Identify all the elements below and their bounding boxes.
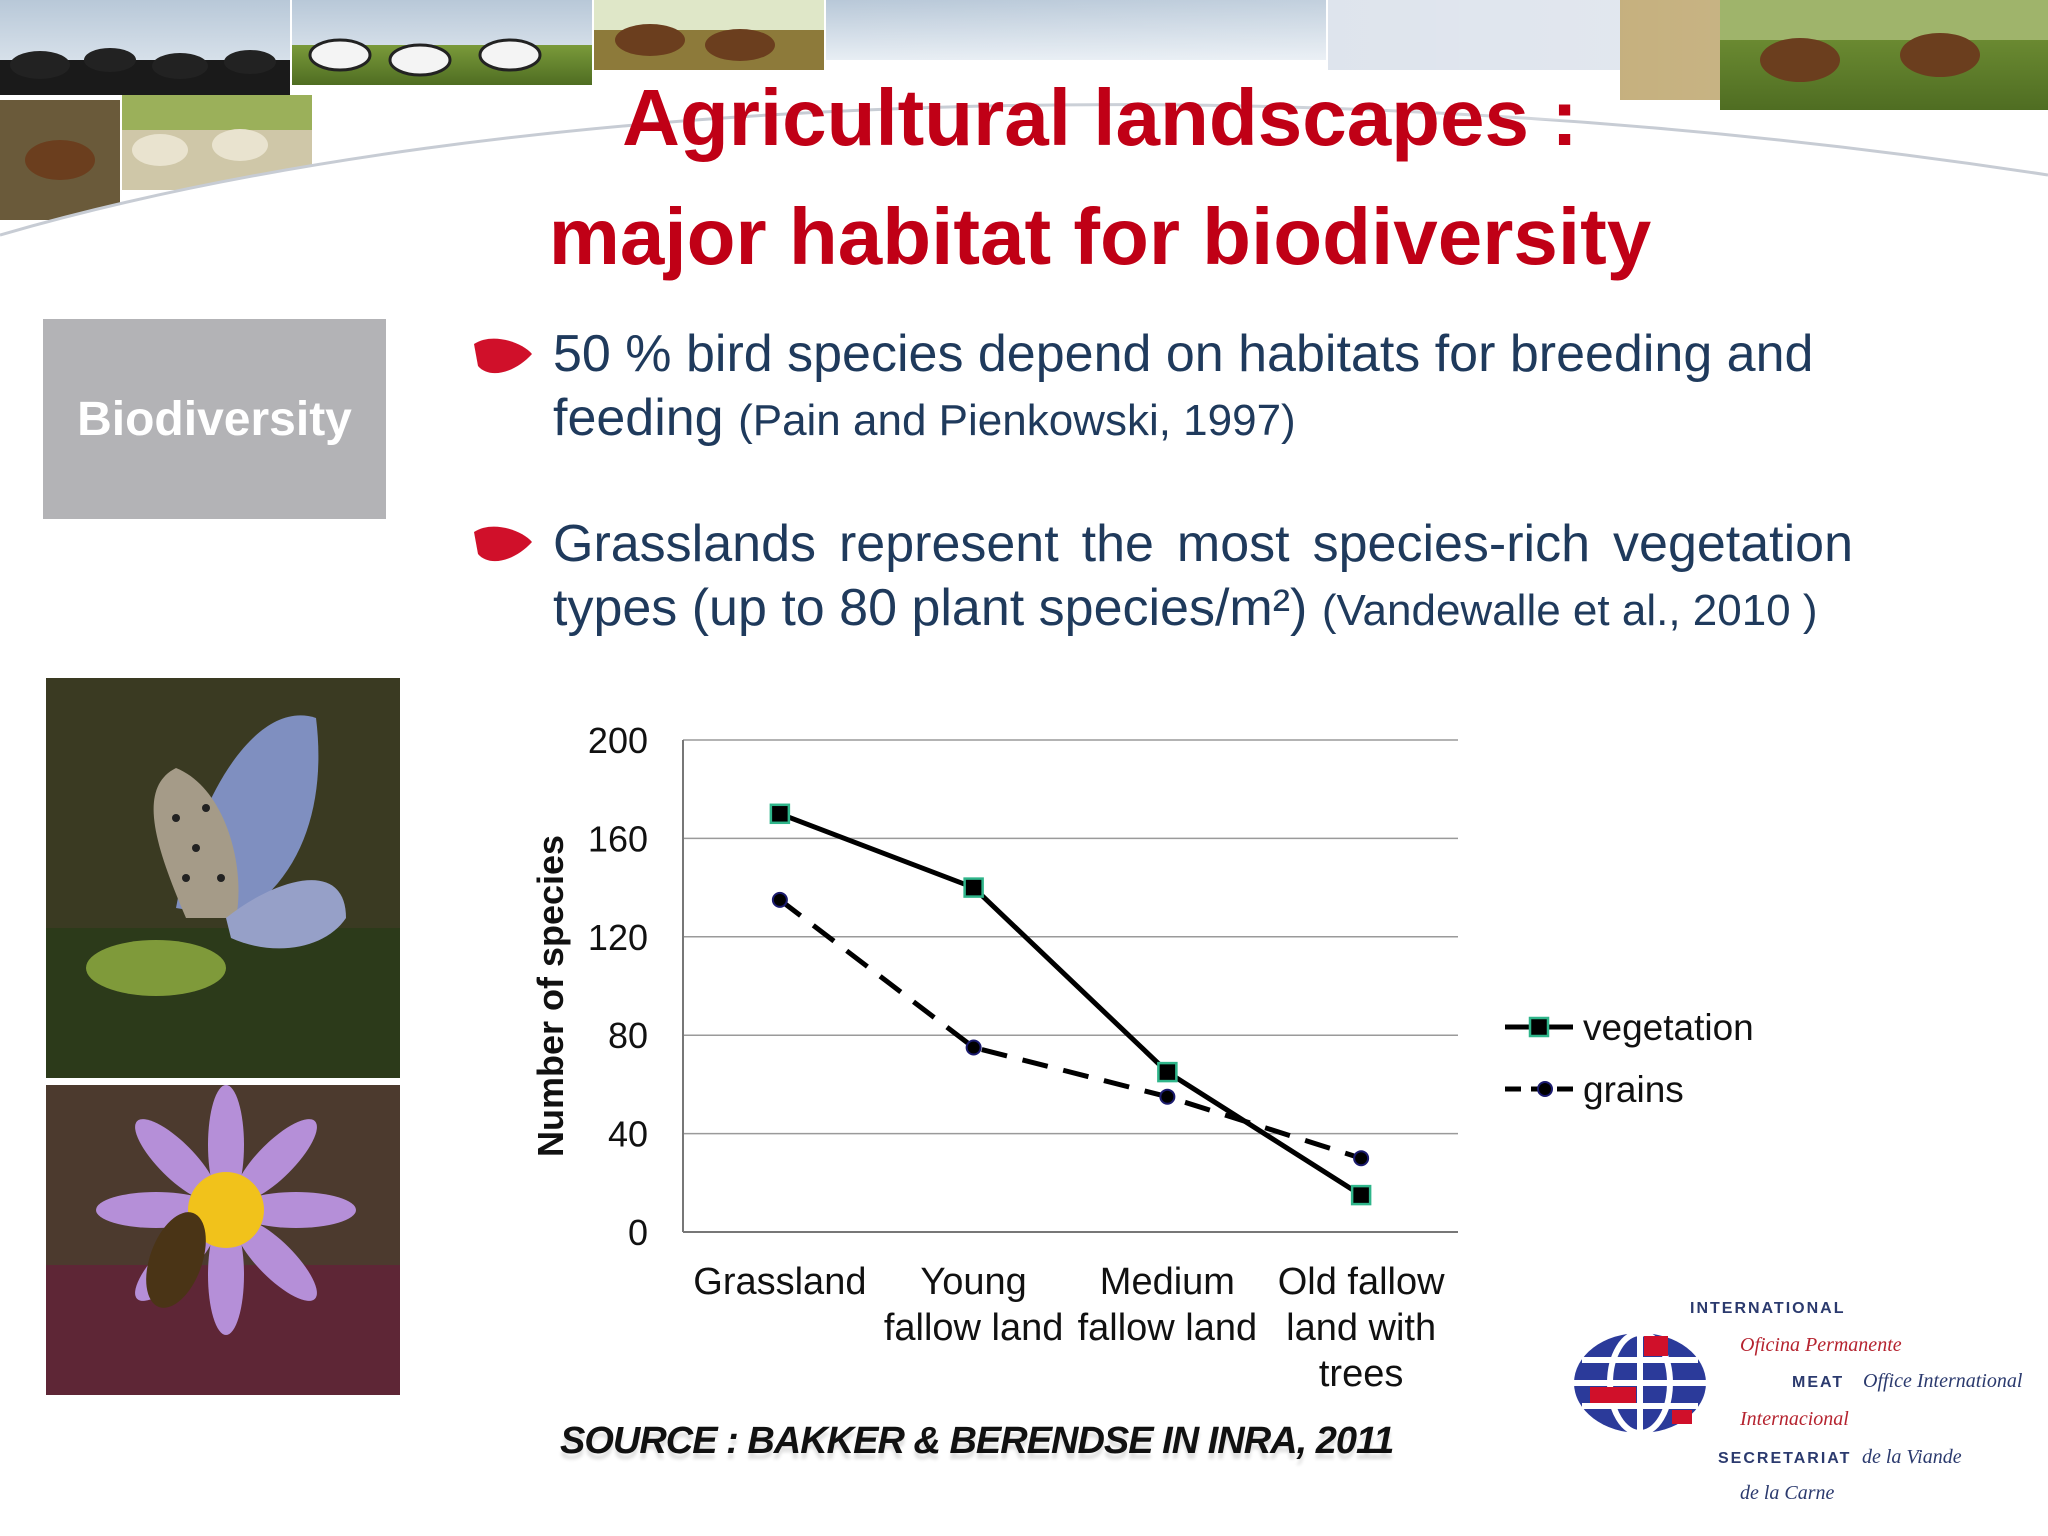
butterfly-photo <box>46 678 400 1078</box>
logo-line-4: Internacional <box>1740 1408 1849 1430</box>
y-tick-label-160: 160 <box>588 818 648 859</box>
legend-marker-vegetation <box>1528 1016 1550 1038</box>
point-vegetation-0 <box>769 803 791 825</box>
x-tick-label-3: Old fallow land with trees <box>1278 1261 1445 1395</box>
point-grains-0 <box>771 891 788 908</box>
logo-line-3a: MEAT <box>1792 1374 1845 1391</box>
logo-line-6: de la Carne <box>1740 1482 1835 1504</box>
logo-line-1: INTERNATIONAL <box>1690 1300 1846 1317</box>
logo-line-5b: de la Viande <box>1862 1446 1962 1468</box>
bullet-1-citation: (Pain and Pienkowski, 1997) <box>738 396 1296 445</box>
legend-label-vegetation: vegetation <box>1583 1007 1754 1048</box>
bullet-2-citation: (Vandewalle et al., 2010 ) <box>1321 586 1818 635</box>
y-tick-label-40: 40 <box>608 1114 648 1155</box>
legend-marker-grains <box>1537 1081 1553 1097</box>
logo-line-2: Oficina Permanente <box>1740 1334 1902 1356</box>
point-vegetation-1 <box>963 877 984 898</box>
y-tick-label-120: 120 <box>588 917 648 958</box>
point-vegetation-3 <box>1350 1184 1372 1206</box>
y-axis-label: Number of species <box>530 835 571 1157</box>
x-tick-label-1: Young fallow land <box>884 1261 1064 1349</box>
bullet-1-text: 50 % bird species depend on habitats for… <box>553 325 1814 447</box>
point-grains-1 <box>965 1039 982 1056</box>
ims-logo: INTERNATIONAL Oficina Permanente MEAT Of… <box>1560 1290 2040 1530</box>
point-vegetation-2 <box>1157 1061 1178 1083</box>
logo-line-3b: Office International <box>1863 1370 2023 1392</box>
point-grains-3 <box>1353 1150 1370 1167</box>
bullet-1: 50 % bird species depend on habitats for… <box>553 322 1853 453</box>
x-tick-label-2: Medium fallow land <box>1078 1261 1258 1349</box>
point-grains-2 <box>1159 1088 1176 1105</box>
y-tick-label-200: 200 <box>588 720 648 761</box>
source-note: SOURCE : BAKKER & BERENDSE IN INRA, 2011 <box>560 1420 1394 1462</box>
globe-icon <box>1574 1330 1706 1436</box>
y-tick-label-80: 80 <box>608 1015 648 1056</box>
series-line-grains <box>778 897 1362 1161</box>
flower-photo <box>46 1085 400 1395</box>
slide-title-line-2: major habitat for biodiversity <box>548 192 1652 281</box>
series-line-vegetation <box>778 811 1363 1198</box>
bullet-1-icon <box>474 338 532 374</box>
slide-title-line-1: Agricultural landscapes : <box>622 73 1578 162</box>
photo-banner <box>0 0 2048 250</box>
legend-label-grains: grains <box>1583 1069 1684 1110</box>
species-line-chart: 0 40 80 120 160 200 Number of species Grassland… <box>530 720 1754 1395</box>
bullet-2-text: Grasslands represent the most species-ri… <box>553 515 1853 637</box>
logo-line-5a: SECRETARIAT <box>1718 1450 1852 1467</box>
x-tick-label-0: Grassland <box>693 1261 866 1303</box>
banner-graphic <box>0 0 2048 250</box>
y-tick-label-0: 0 <box>628 1212 648 1253</box>
bullet-2-icon <box>474 526 532 562</box>
section-label: Biodiversity <box>43 319 386 519</box>
bullet-2: Grasslands represent the most species-ri… <box>553 512 1853 643</box>
